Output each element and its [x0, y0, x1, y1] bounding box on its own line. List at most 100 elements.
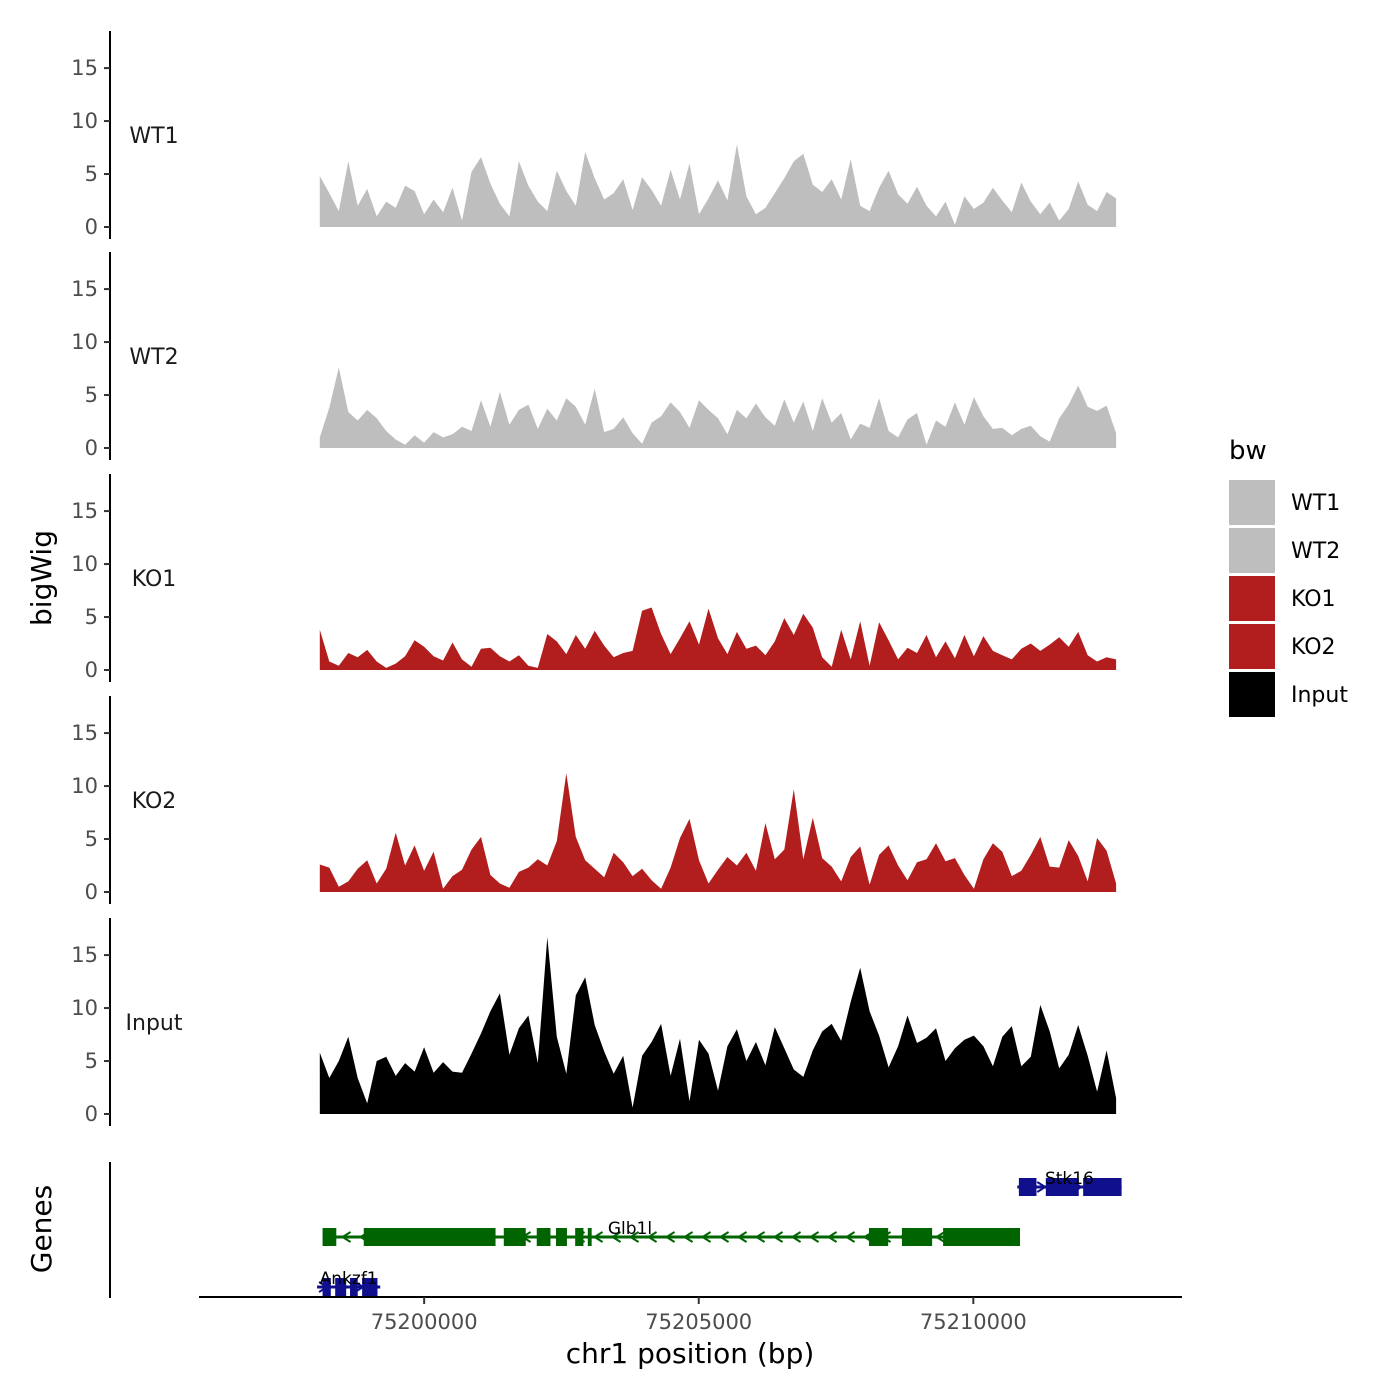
y-tick-label: 5 [85, 1049, 98, 1073]
gene-label: Ankzf1 [320, 1269, 378, 1289]
signal-panels: 0 5 10 15 WT1 0 5 10 15 WT2 0 5 10 15 KO1 0 5 10 15 KO2 0 5 10… [71, 31, 1117, 1126]
track-label-input: Input [126, 1011, 183, 1036]
x-tick-label: 75200000 [371, 1310, 478, 1334]
strand-arrow [1036, 1181, 1048, 1193]
gene-exon [536, 1228, 551, 1246]
gene-exon [901, 1228, 933, 1246]
strand-arrow [610, 1231, 622, 1243]
gene-exon [943, 1228, 1020, 1246]
strand-arrow [790, 1231, 802, 1243]
y-tick-label: 15 [71, 499, 98, 523]
strand-arrow [646, 1231, 658, 1243]
legend-label: WT2 [1291, 539, 1340, 564]
y-tick-label: 0 [85, 880, 98, 904]
legend-item-wt1: WT1 [1229, 480, 1340, 525]
strand-arrow [628, 1231, 640, 1243]
y-tick-label: 15 [71, 56, 98, 80]
legend-label: WT1 [1291, 491, 1340, 516]
track-label-ko2: KO2 [132, 789, 177, 814]
genes-axis-title: Genes [25, 1185, 58, 1273]
y-tick-label: 10 [71, 996, 98, 1020]
y-tick-label: 15 [71, 721, 98, 745]
gene-exon [1045, 1178, 1079, 1196]
y-tick-label: 15 [71, 943, 98, 967]
y-tick-label: 5 [85, 162, 98, 186]
legend-swatch [1229, 576, 1275, 621]
strand-arrow [772, 1231, 784, 1243]
gene-exon [555, 1228, 567, 1246]
y-tick-label: 0 [85, 1102, 98, 1126]
x-axis: 75200000 75205000 75210000 [199, 1296, 1182, 1334]
y-tick-label: 10 [71, 109, 98, 133]
gene-exon [587, 1228, 592, 1246]
strand-arrow [340, 1231, 352, 1243]
y-tick-label: 5 [85, 383, 98, 407]
strand-arrow [700, 1231, 712, 1243]
gene-exon [503, 1228, 526, 1246]
panel-wt1: 0 5 10 15 WT1 [71, 31, 1117, 239]
y-tick-label: 0 [85, 215, 98, 239]
signal-area-wt2 [319, 367, 1117, 448]
gene-exon [322, 1228, 337, 1246]
y-tick-label: 10 [71, 330, 98, 354]
legend-label: Input [1291, 683, 1348, 708]
y-tick-label: 15 [71, 277, 98, 301]
legend-item-wt2: WT2 [1229, 528, 1340, 573]
panel-ko2: 0 5 10 15 KO2 [71, 696, 1117, 904]
legend: bw WT1 WT2 KO1 KO2 Input [1229, 436, 1348, 717]
legend-label: KO2 [1291, 635, 1336, 660]
gene-exon [1083, 1178, 1122, 1196]
legend-label: KO1 [1291, 587, 1336, 612]
panel-wt2: 0 5 10 15 WT2 [71, 252, 1117, 460]
y-tick-label: 10 [71, 774, 98, 798]
y-tick-label: 10 [71, 552, 98, 576]
legend-swatch [1229, 480, 1275, 525]
legend-swatch [1229, 624, 1275, 669]
strand-arrow [754, 1231, 766, 1243]
gene-exon [322, 1278, 331, 1296]
gene-exon [363, 1228, 496, 1246]
panel-ko1: 0 5 10 15 KO1 [71, 474, 1117, 682]
strand-arrow [934, 1231, 946, 1243]
track-label-wt1: WT1 [129, 124, 178, 149]
strand-arrow [664, 1231, 676, 1243]
gene-stk16: Stk16 [1017, 1169, 1122, 1196]
gene-exon [350, 1278, 358, 1296]
strand-arrow [808, 1231, 820, 1243]
strand-arrow [592, 1231, 604, 1243]
gene-exon [335, 1278, 347, 1296]
signal-area-input [319, 937, 1117, 1114]
x-tick-label: 75205000 [645, 1310, 752, 1334]
signal-area-ko2 [319, 773, 1117, 892]
y-tick-label: 5 [85, 605, 98, 629]
legend-swatch [1229, 672, 1275, 717]
strand-arrow [844, 1231, 856, 1243]
legend-item-ko1: KO1 [1229, 576, 1336, 621]
y-tick-label: 0 [85, 658, 98, 682]
legend-swatch [1229, 528, 1275, 573]
legend-title: bw [1229, 436, 1267, 466]
gene-label: Glb1l [608, 1219, 652, 1239]
panel-input: 0 5 10 15 Input [71, 918, 1117, 1126]
strand-arrow [736, 1231, 748, 1243]
track-label-ko1: KO1 [132, 567, 177, 592]
gene-ankzf1: Ankzf1 [317, 1269, 381, 1296]
x-tick-label: 75210000 [920, 1310, 1027, 1334]
y-tick-label: 0 [85, 436, 98, 460]
strand-arrow [826, 1231, 838, 1243]
y-tick-label: 5 [85, 827, 98, 851]
gene-exon [575, 1228, 584, 1246]
y-axis-title: bigWig [25, 530, 58, 626]
gene-exon [868, 1228, 889, 1246]
signal-area-ko1 [319, 607, 1117, 670]
gene-exon [1018, 1178, 1037, 1196]
gene-label: Stk16 [1045, 1169, 1094, 1189]
x-axis-title: chr1 position (bp) [566, 1337, 815, 1370]
gene-track: Stk16 Glb1l Ankzf1 [109, 1162, 1122, 1298]
signal-area-wt1 [319, 144, 1117, 227]
strand-arrow [682, 1231, 694, 1243]
legend-item-ko2: KO2 [1229, 624, 1336, 669]
gene-exon [362, 1278, 378, 1296]
track-label-wt2: WT2 [129, 345, 178, 370]
